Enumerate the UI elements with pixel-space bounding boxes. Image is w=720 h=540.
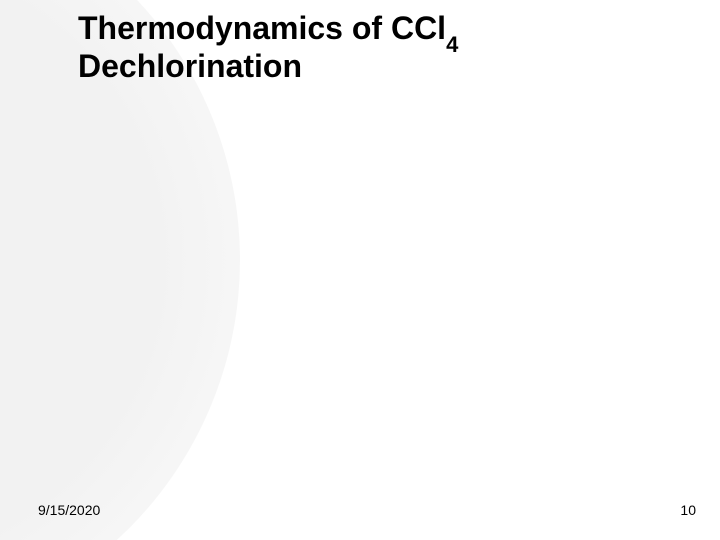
title-line-2: Dechlorination: [78, 50, 458, 84]
footer-page-number: 10: [680, 502, 696, 518]
title-line-1: Thermodynamics of CCl4: [78, 12, 458, 50]
title-prefix: Thermodynamics of CCl: [78, 10, 446, 46]
slide-container: Thermodynamics of CCl4 Dechlorination 9/…: [0, 0, 720, 540]
title-subscript: 4: [446, 32, 458, 57]
footer-date: 9/15/2020: [38, 502, 100, 518]
slide-title: Thermodynamics of CCl4 Dechlorination: [78, 12, 458, 84]
